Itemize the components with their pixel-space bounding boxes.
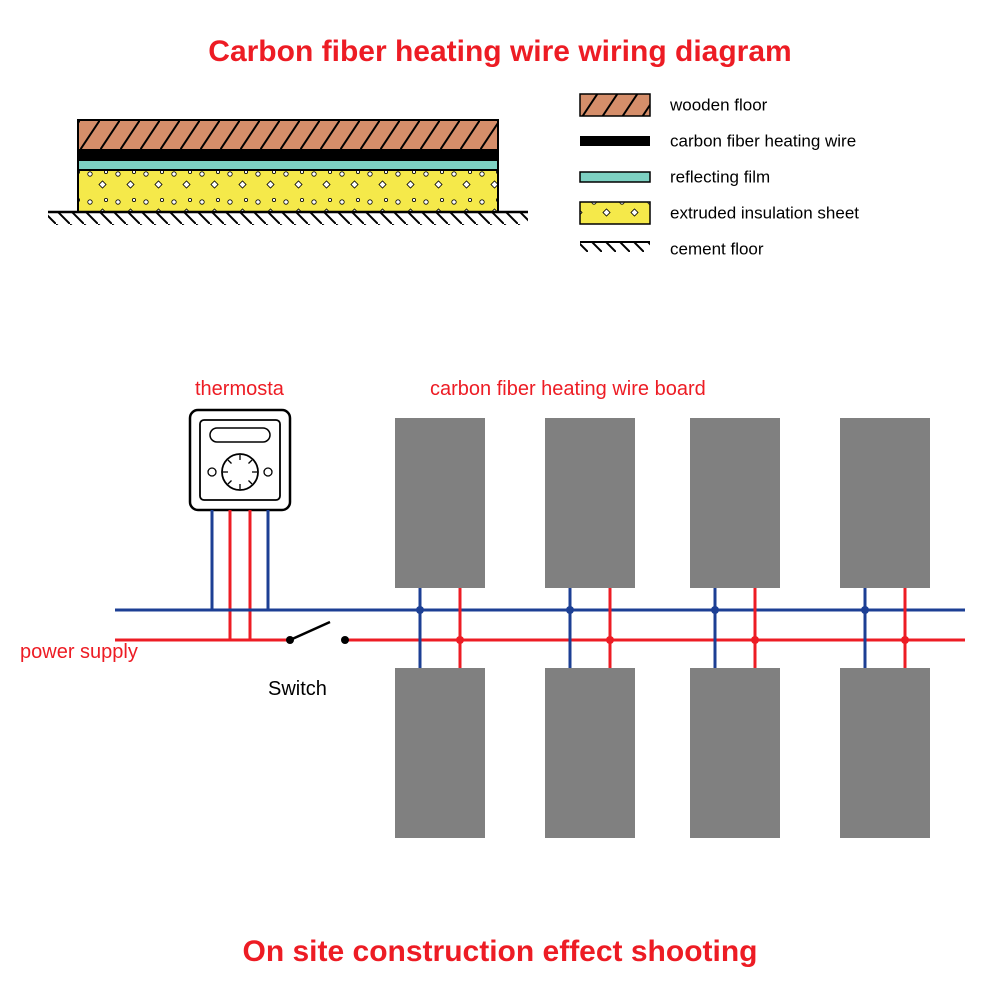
legend-label: extruded insulation sheet bbox=[670, 204, 859, 223]
junction bbox=[751, 636, 759, 644]
wiring-label: Switch bbox=[268, 678, 327, 700]
heating-board bbox=[690, 418, 780, 588]
wiring-label: carbon fiber heating wire board bbox=[430, 378, 706, 400]
switch-arm bbox=[290, 622, 330, 640]
heating-board bbox=[545, 418, 635, 588]
legend-label: cement floor bbox=[670, 240, 764, 259]
junction bbox=[711, 606, 719, 614]
wiring-label: power supply bbox=[20, 641, 138, 663]
junction bbox=[456, 636, 464, 644]
legend-swatch bbox=[580, 242, 650, 252]
legend-swatch bbox=[580, 94, 650, 116]
page-title-top: Carbon fiber heating wire wiring diagram bbox=[0, 35, 1000, 69]
junction bbox=[901, 636, 909, 644]
switch-node bbox=[341, 636, 349, 644]
page-title-bottom: On site construction effect shooting bbox=[0, 935, 1000, 969]
wiring-label: thermosta bbox=[195, 378, 285, 400]
legend-swatch bbox=[580, 172, 650, 182]
heating-board bbox=[840, 418, 930, 588]
thermostat-icon bbox=[190, 410, 290, 510]
layer bbox=[78, 120, 498, 150]
ground-hatch bbox=[48, 212, 528, 225]
junction bbox=[861, 606, 869, 614]
heating-board bbox=[395, 668, 485, 838]
legend-swatch bbox=[580, 136, 650, 146]
layer bbox=[78, 160, 498, 170]
junction bbox=[416, 606, 424, 614]
diagram-canvas: wooden floor carbon fiber heating wire ref… bbox=[0, 0, 1000, 1000]
legend-label: wooden floor bbox=[669, 96, 768, 115]
heating-board bbox=[395, 418, 485, 588]
layer bbox=[78, 150, 498, 160]
layer bbox=[78, 170, 498, 212]
legend-label: carbon fiber heating wire bbox=[670, 132, 856, 151]
junction bbox=[566, 606, 574, 614]
heating-board bbox=[840, 668, 930, 838]
heating-board bbox=[545, 668, 635, 838]
junction bbox=[606, 636, 614, 644]
legend-swatch bbox=[580, 202, 650, 224]
legend-label: reflecting film bbox=[670, 168, 770, 187]
heating-board bbox=[690, 668, 780, 838]
